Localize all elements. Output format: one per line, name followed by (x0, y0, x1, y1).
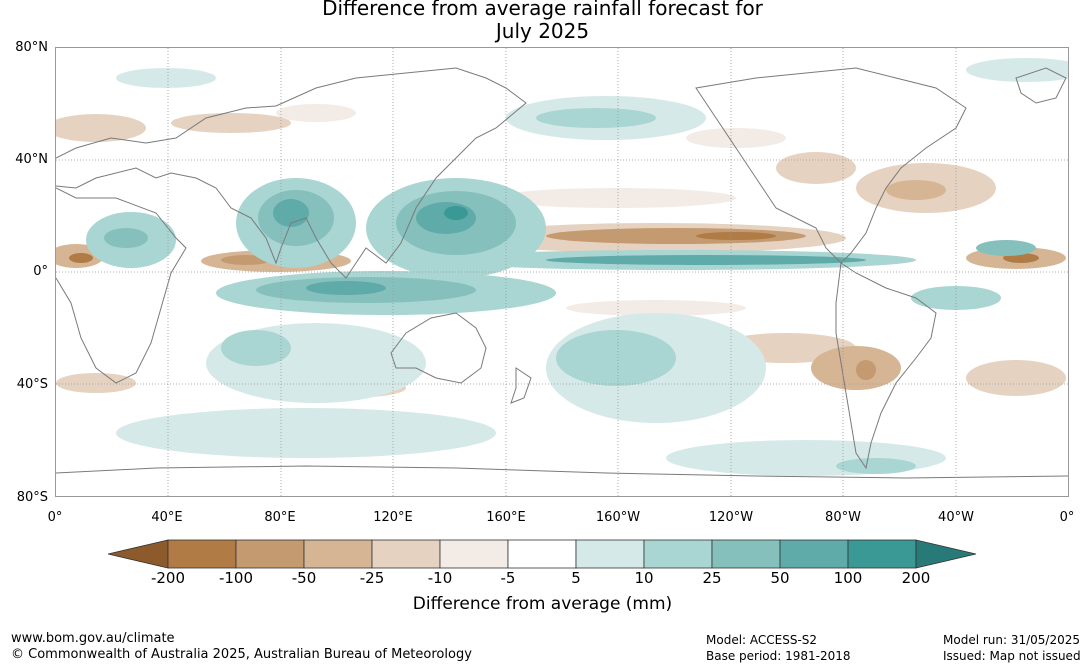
wet-anomaly-regions (86, 58, 1068, 476)
rainfall-map-canvas (56, 48, 1068, 496)
lon-label-160e: 160°E (486, 510, 526, 525)
colorbar-swatch (643, 539, 713, 569)
colorbar-extend-high (915, 539, 977, 569)
lat-label-40s: 40°S (16, 377, 48, 392)
lat-label-40n: 40°N (15, 152, 48, 167)
lon-label-40e: 40°E (151, 510, 183, 525)
colorbar-tick-label: -5 (500, 569, 516, 587)
map-title-line2: July 2025 (495, 19, 590, 43)
coastlines (56, 67, 1068, 479)
colorbar-tick-label: 100 (833, 569, 863, 587)
colorbar-tick-label: 200 (901, 569, 931, 587)
colorbar-tick-label: 5 (571, 569, 581, 587)
lat-label-80n: 80°N (15, 40, 48, 55)
colorbar-swatch (167, 539, 237, 569)
lon-label-120w: 120°W (708, 510, 754, 525)
colorbar-tick-label: 50 (770, 569, 790, 587)
colorbar-swatch (575, 539, 645, 569)
colorbar-tick-label: -25 (359, 569, 385, 587)
lat-label-80s: 80°S (16, 490, 48, 505)
lon-label-80e: 80°E (264, 510, 296, 525)
colorbar (108, 539, 978, 569)
colorbar-swatch (371, 539, 441, 569)
colorbar-label: Difference from average (mm) (412, 594, 673, 614)
lon-label-160w: 160°W (595, 510, 641, 525)
colorbar-tick-label: -100 (218, 569, 254, 587)
colorbar-extend-low (108, 539, 169, 569)
colorbar-ticks: -200 -100 -50 -25 -10 -5 5 10 25 50 100 200 (0, 569, 1085, 589)
colorbar-swatch (235, 539, 305, 569)
footer-model: Model: ACCESS-S2 (706, 633, 818, 647)
footer-model-run: Model run: 31/05/2025 (943, 633, 1081, 647)
lon-label-120e: 120°E (373, 510, 413, 525)
colorbar-tick-label: 25 (702, 569, 722, 587)
colorbar-swatch (779, 539, 849, 569)
rainfall-map (55, 47, 1069, 497)
footer-run-info: Model run: 31/05/2025 Issued: Map not is… (943, 632, 1081, 664)
colorbar-swatch (711, 539, 781, 569)
footer-issued: Issued: Map not issued (943, 649, 1081, 663)
footer-url: www.bom.gov.au/climate (11, 631, 175, 646)
map-title: Difference from average rainfall forecas… (0, 0, 1085, 43)
graticule (56, 48, 1068, 496)
colorbar-tick-label: -50 (291, 569, 317, 587)
colorbar-swatch (507, 539, 577, 569)
footer-left: www.bom.gov.au/climate © Commonwealth of… (11, 631, 472, 663)
footer-copyright: © Commonwealth of Australia 2025, Austra… (11, 647, 472, 662)
colorbar-swatch (847, 539, 917, 569)
footer-base-period: Base period: 1981-2018 (706, 649, 851, 663)
lon-label-40w: 40°W (938, 510, 974, 525)
colorbar-tick-label: -10 (427, 569, 453, 587)
lon-label-0-left: 0° (47, 510, 63, 525)
map-title-line1: Difference from average rainfall forecas… (322, 0, 763, 20)
colorbar-swatches (108, 539, 977, 569)
colorbar-swatch (439, 539, 509, 569)
colorbar-tick-label: 10 (634, 569, 654, 587)
colorbar-swatch (303, 539, 373, 569)
footer-model-info: Model: ACCESS-S2 Base period: 1981-2018 (706, 632, 851, 664)
lat-label-equator: 0° (33, 264, 48, 279)
lon-label-0-right: 0° (1059, 510, 1075, 525)
lon-label-80w: 80°W (825, 510, 861, 525)
colorbar-tick-label: -200 (150, 569, 186, 587)
